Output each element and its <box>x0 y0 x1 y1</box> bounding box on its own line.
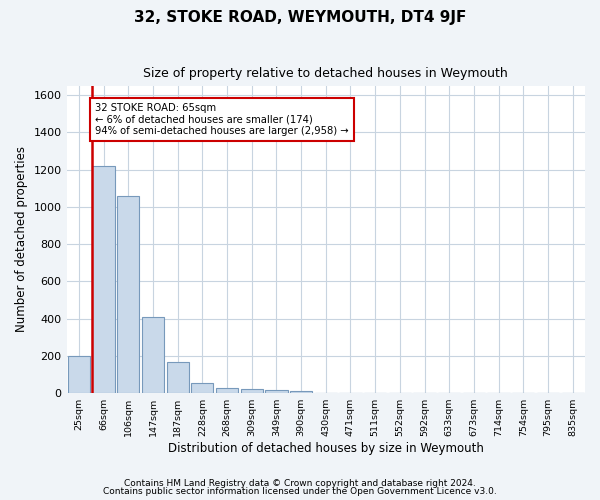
Bar <box>142 316 164 393</box>
Text: Contains HM Land Registry data © Crown copyright and database right 2024.: Contains HM Land Registry data © Crown c… <box>124 478 476 488</box>
Text: 32, STOKE ROAD, WEYMOUTH, DT4 9JF: 32, STOKE ROAD, WEYMOUTH, DT4 9JF <box>134 10 466 25</box>
Text: 32 STOKE ROAD: 65sqm
← 6% of detached houses are smaller (174)
94% of semi-detac: 32 STOKE ROAD: 65sqm ← 6% of detached ho… <box>95 102 349 136</box>
Bar <box>117 196 139 393</box>
Bar <box>265 390 287 393</box>
X-axis label: Distribution of detached houses by size in Weymouth: Distribution of detached houses by size … <box>168 442 484 455</box>
Title: Size of property relative to detached houses in Weymouth: Size of property relative to detached ho… <box>143 68 508 80</box>
Bar <box>216 388 238 393</box>
Bar <box>92 166 115 393</box>
Bar <box>241 390 263 393</box>
Bar <box>167 362 189 393</box>
Bar <box>191 383 214 393</box>
Bar <box>68 356 90 393</box>
Bar <box>290 391 312 393</box>
Y-axis label: Number of detached properties: Number of detached properties <box>15 146 28 332</box>
Text: Contains public sector information licensed under the Open Government Licence v3: Contains public sector information licen… <box>103 487 497 496</box>
